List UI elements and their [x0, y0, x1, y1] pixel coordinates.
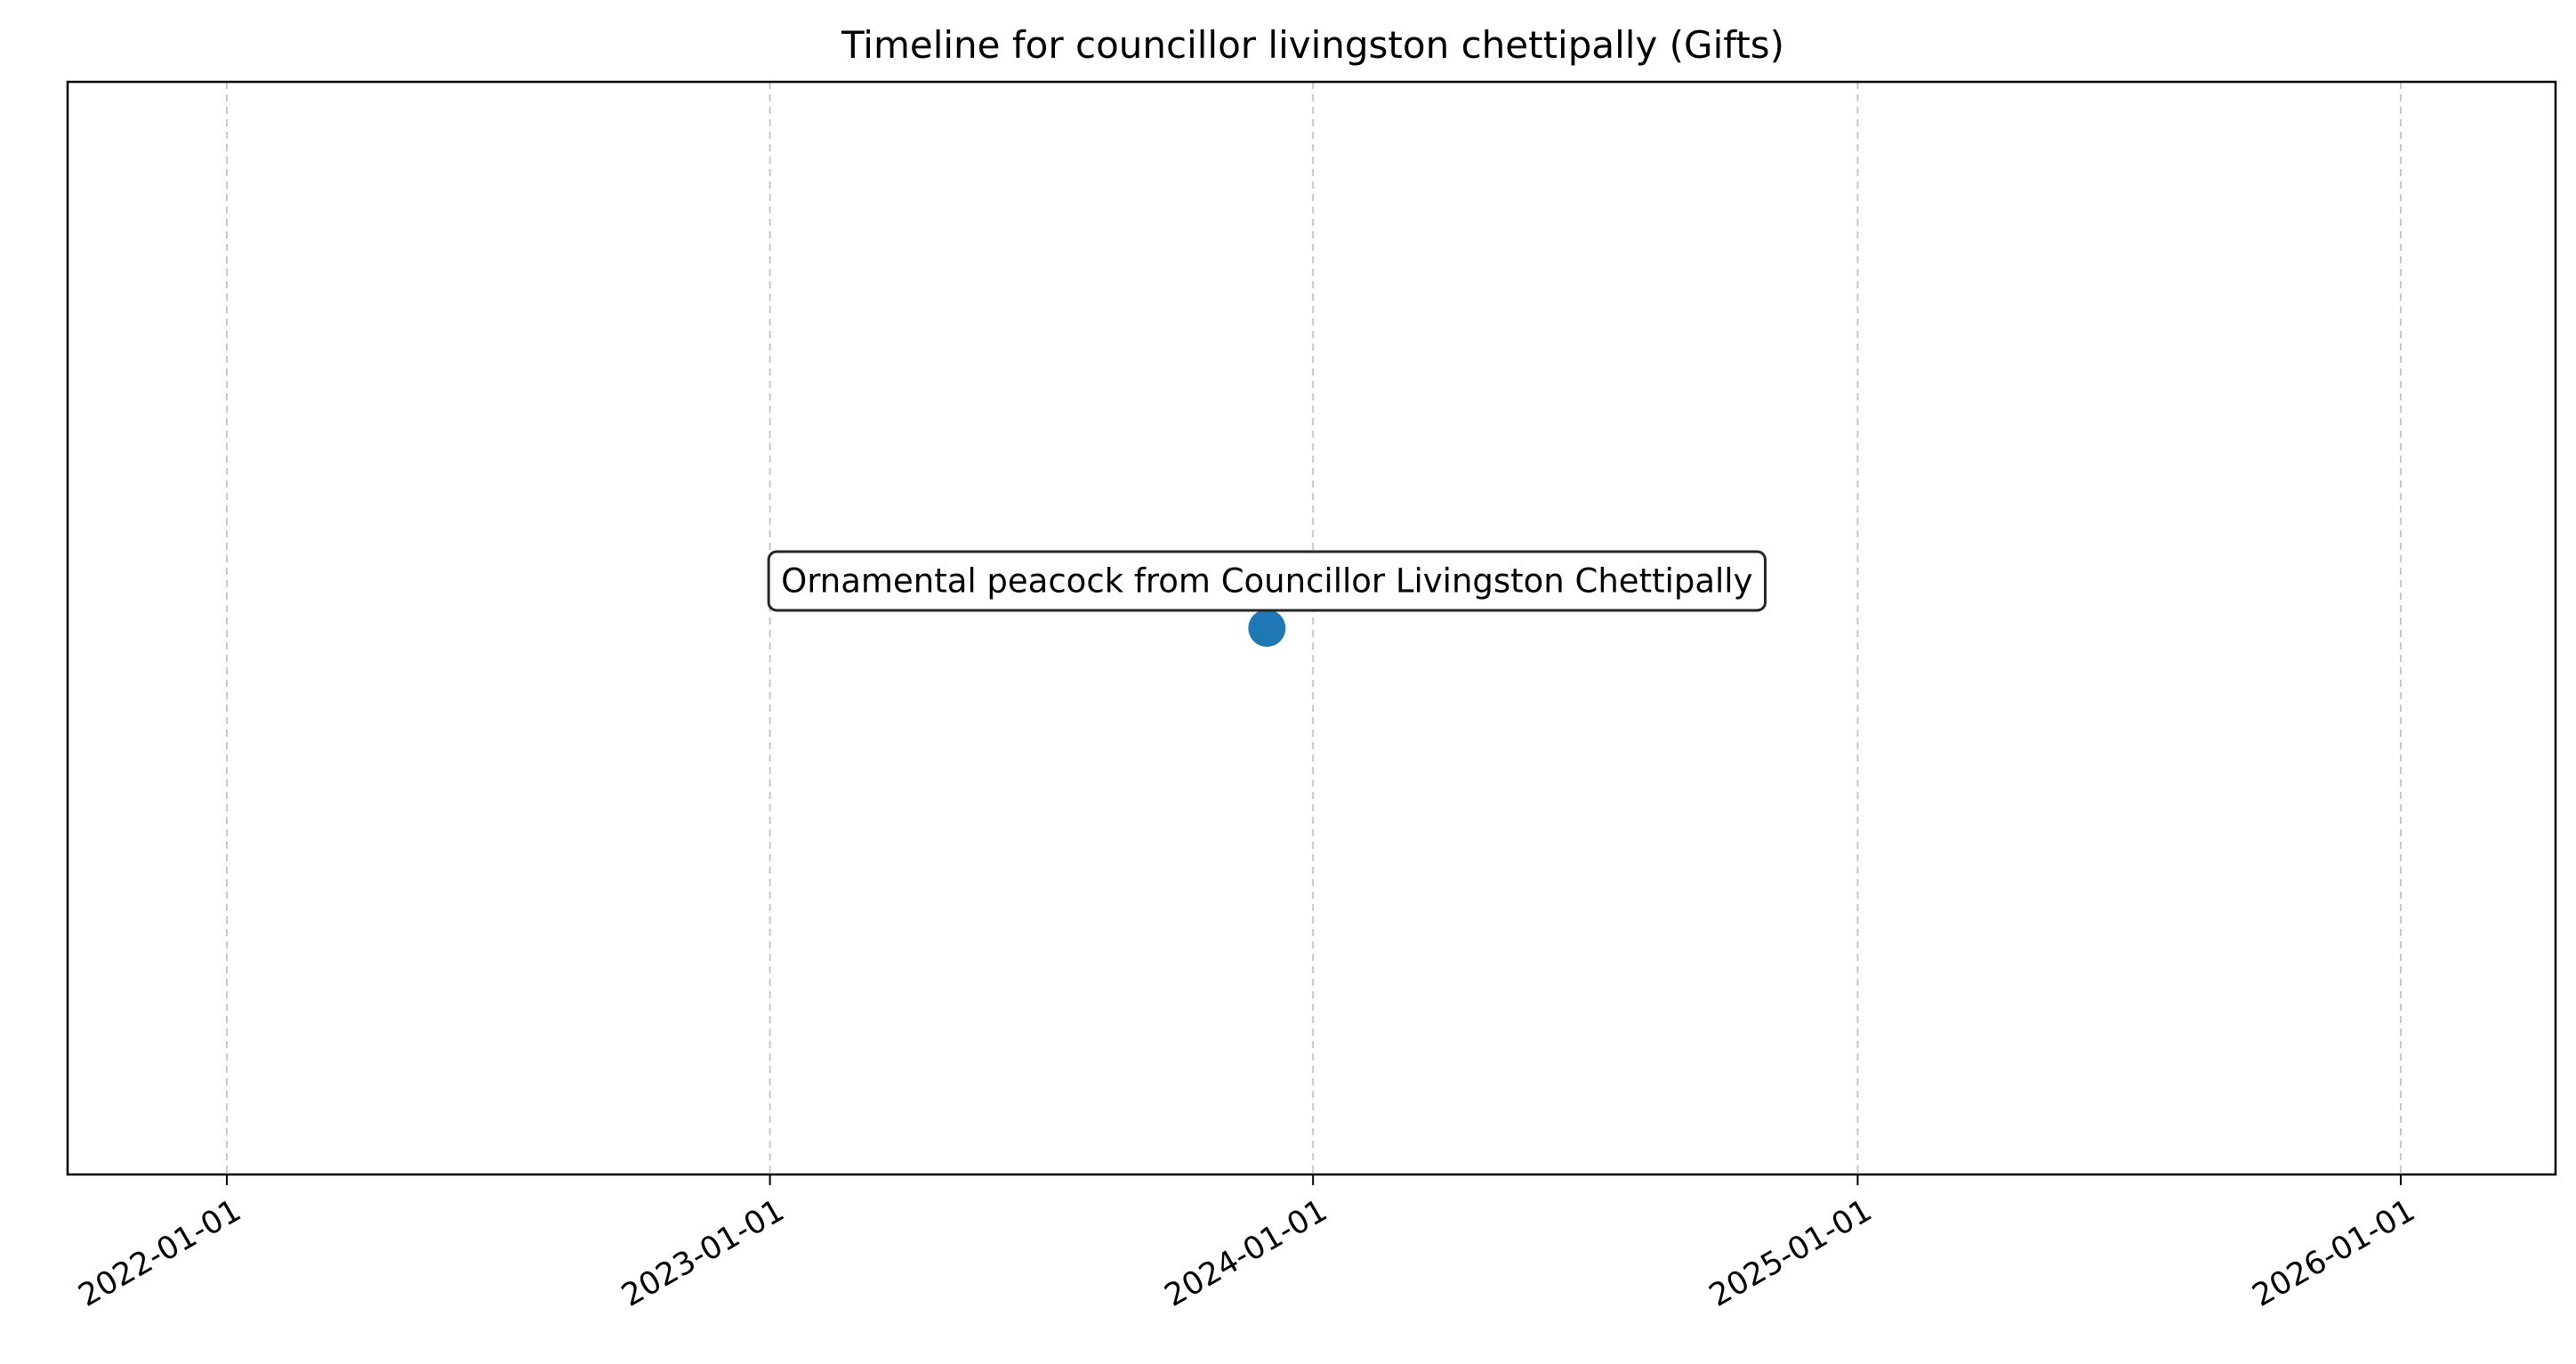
annotation-label: Ornamental peacock from Councillor Livin…: [781, 562, 1752, 601]
grid-lines: [225, 82, 2403, 1174]
data-points: Ornamental peacock from Councillor Livin…: [767, 550, 1767, 647]
point-annotation-0: Ornamental peacock from Councillor Livin…: [767, 550, 1767, 612]
annotation-box: [767, 550, 1767, 612]
data-point-0: [1248, 609, 1286, 647]
plot-area-frame: [66, 80, 2557, 1176]
chart-title: Timeline for councillor livingston chett…: [841, 23, 1784, 67]
